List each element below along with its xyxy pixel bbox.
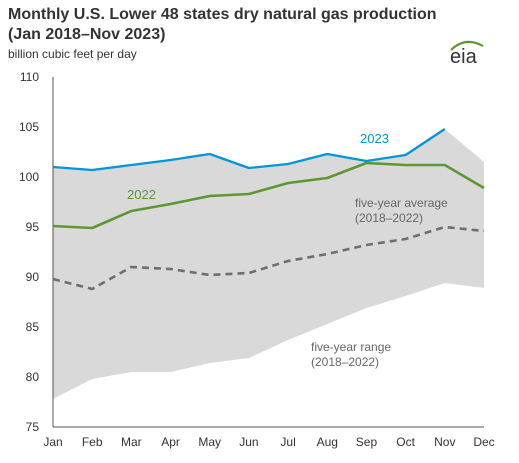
x-tick-label: May: [198, 435, 221, 449]
five-year-average-line: [52, 225, 485, 291]
eia-logo: eia: [447, 38, 487, 71]
x-tick-label: Jan: [43, 435, 62, 449]
x-tick-label: Oct: [396, 435, 415, 449]
series-2022-line: [52, 161, 485, 230]
y-tick-label: 105: [19, 120, 39, 134]
y-tick-label: 95: [26, 220, 40, 234]
x-tick-label: Mar: [121, 435, 142, 449]
y-tick-label: 100: [19, 170, 39, 184]
y-axis-unit-label: billion cubic feet per day: [8, 47, 137, 61]
y-tick-label: 85: [26, 320, 40, 334]
x-tick-label: Jul: [280, 435, 295, 449]
y-tick-label: 90: [26, 270, 40, 284]
five-year-range-area: [53, 129, 484, 399]
x-tick-label: Sep: [356, 435, 378, 449]
label-five-year-range-years: (2018–2022): [311, 355, 379, 369]
label-five-year-average-years: (2018–2022): [355, 211, 423, 225]
annotations: 2023 2022 five-year average (2018–2022) …: [127, 131, 448, 369]
y-tick-labels: 75 80 85 90 95 100 105 110: [19, 70, 39, 434]
y-tick-label: 110: [20, 70, 39, 84]
y-tick-label: 75: [26, 420, 40, 434]
y-tick-label: 80: [26, 370, 40, 384]
chart-title: Monthly U.S. Lower 48 states dry natural…: [8, 6, 437, 43]
x-tick-label: Apr: [161, 435, 180, 449]
x-tick-label: Feb: [82, 435, 103, 449]
label-2022: 2022: [127, 187, 156, 202]
x-tick-labels: Jan Feb Mar Apr May Jun Jul Aug Sep Oct Nov Dec: [43, 435, 494, 449]
range-area-fill: [53, 129, 484, 399]
label-five-year-average: five-year average: [355, 196, 448, 210]
label-five-year-range: five-year range: [311, 340, 391, 354]
logo-arc-icon: [450, 40, 484, 51]
axes: [52, 77, 484, 428]
x-tick-label: Aug: [317, 435, 338, 449]
x-tick-label: Nov: [434, 435, 455, 449]
x-tick-label: Dec: [473, 435, 494, 449]
label-2023: 2023: [360, 131, 389, 146]
logo-text: eia: [450, 46, 478, 66]
series-lines: [52, 128, 485, 291]
x-tick-label: Jun: [239, 435, 258, 449]
